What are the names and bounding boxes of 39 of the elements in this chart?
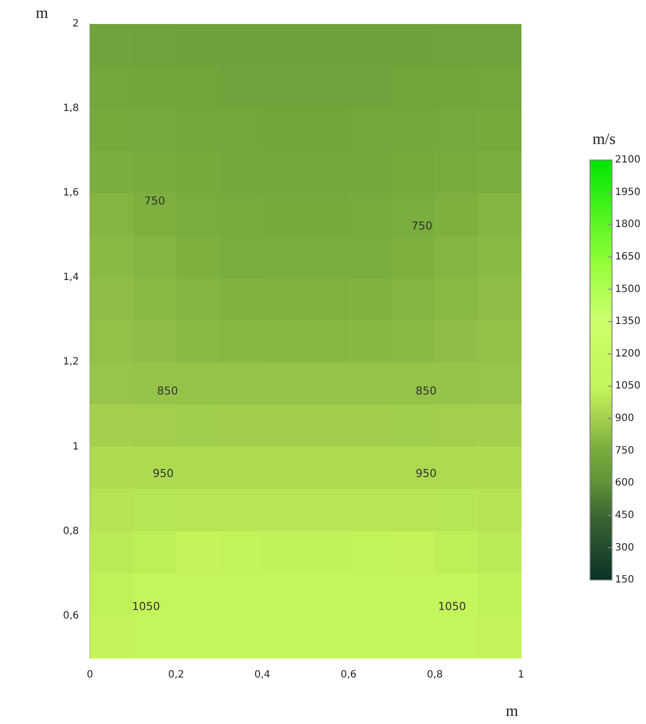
color-bar-label: 300 bbox=[615, 542, 634, 554]
color-bar-label: 1200 bbox=[615, 348, 640, 360]
color-bar-label: 1950 bbox=[615, 186, 640, 198]
x-tick-label: 0,4 bbox=[254, 670, 270, 681]
x-tick-label: 0,8 bbox=[426, 670, 443, 681]
color-bar-label: 600 bbox=[615, 478, 634, 489]
color-bar-label: 1800 bbox=[615, 219, 640, 230]
x-tick-label: 0,6 bbox=[340, 670, 357, 681]
color-bar-label: 1500 bbox=[615, 284, 640, 295]
color-bar-label: 1650 bbox=[615, 252, 640, 263]
x-axis-title: m bbox=[506, 703, 519, 720]
color-bar-label: 900 bbox=[615, 413, 634, 424]
x-tick-label: 1 bbox=[518, 670, 524, 681]
color-bar-label: 2100 bbox=[615, 154, 640, 166]
annotation: 750 bbox=[144, 194, 166, 208]
color-bar-label: 150 bbox=[615, 574, 634, 586]
y-tick-label: 1,4 bbox=[62, 272, 79, 284]
y-tick-label: 1,2 bbox=[62, 356, 79, 368]
annotation: 850 bbox=[416, 384, 437, 398]
annotation: 1050 bbox=[132, 600, 160, 614]
annotation: 850 bbox=[157, 384, 178, 398]
annotation: 750 bbox=[411, 220, 432, 233]
x-tick-label: 0,2 bbox=[168, 670, 184, 681]
annotation: 950 bbox=[416, 467, 437, 480]
color-bar-label: 750 bbox=[615, 445, 634, 456]
y-axis-title: m bbox=[36, 5, 49, 22]
annotation: 1050 bbox=[438, 600, 466, 614]
color-bar-title: m/s bbox=[592, 131, 616, 148]
y-tick-label: 1 bbox=[72, 441, 79, 452]
x-tick-label: 0 bbox=[86, 670, 94, 681]
y-tick-label: 2 bbox=[72, 18, 79, 30]
y-tick-label: 1,6 bbox=[62, 188, 79, 199]
annotation: 950 bbox=[152, 467, 174, 480]
color-bar-label: 1050 bbox=[615, 380, 640, 392]
color-bar-label: 1350 bbox=[615, 316, 640, 328]
y-tick-label: 0,6 bbox=[62, 610, 79, 622]
y-tick-label: 0,8 bbox=[62, 526, 79, 537]
y-tick-label: 1,8 bbox=[62, 103, 79, 114]
color-bar-label: 450 bbox=[615, 510, 634, 521]
